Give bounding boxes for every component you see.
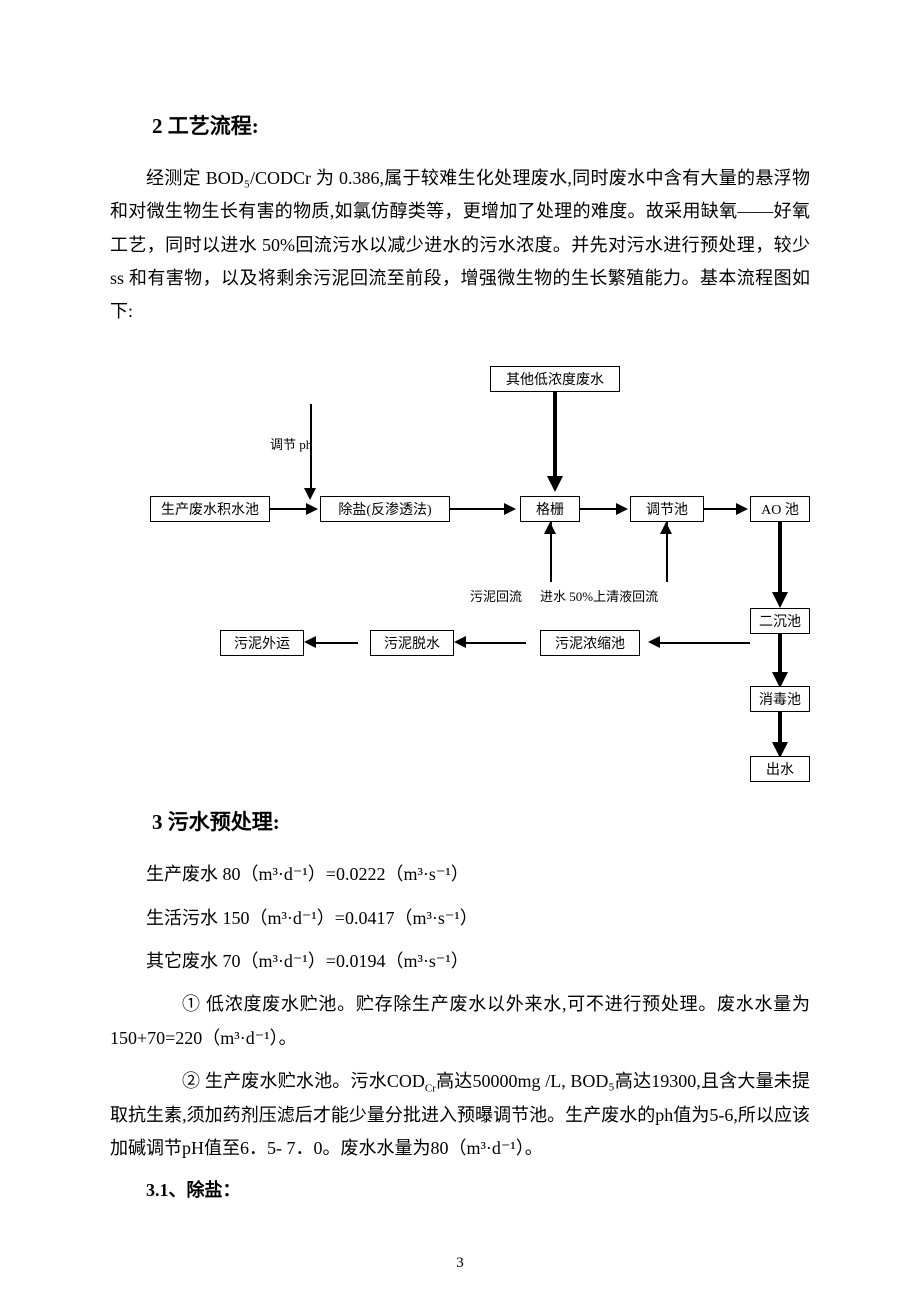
process-flowchart: 其他低浓度废水 调节 ph 生产废水积水池 除盐(反渗透法) 格栅 调节池 AO… (110, 346, 810, 786)
calc-line-1: 生产废水 80（m³·d⁻¹）=0.0222（m³·s⁻¹） (110, 858, 810, 891)
edge (580, 508, 618, 510)
edge (660, 642, 750, 644)
node-production-pool: 生产废水积水池 (150, 496, 270, 522)
node-adjustment-tank: 调节池 (630, 496, 704, 522)
node-outflow: 出水 (750, 756, 810, 782)
label-sludge-return: 污泥回流 (470, 586, 522, 605)
node-desalination: 除盐(反渗透法) (320, 496, 450, 522)
arrow-right-icon (616, 503, 628, 515)
arrow-right-icon (736, 503, 748, 515)
subscript-cr: Cr (425, 1083, 436, 1095)
calc-line-2: 生活污水 150（m³·d⁻¹）=0.0417（m³·s⁻¹） (110, 902, 810, 935)
edge (466, 642, 526, 644)
arrow-down-icon (772, 592, 788, 608)
edge (553, 392, 557, 478)
calc-line-3: 其它废水 70（m³·d⁻¹）=0.0194（m³·s⁻¹） (110, 945, 810, 978)
item-2: ② 生产废水贮水池。污水CODCr高达50000mg /L, BOD₅高达193… (110, 1065, 810, 1166)
arrow-up-icon (544, 522, 556, 534)
label-clear-return: 进水 50%上清液回流 (540, 586, 658, 605)
heading-2: 2 工艺流程: (110, 110, 810, 140)
arrow-left-icon (454, 636, 466, 648)
edge (778, 522, 782, 594)
edge (704, 508, 738, 510)
arrow-down-icon (547, 476, 563, 492)
arrow-right-icon (306, 503, 318, 515)
node-disinfection: 消毒池 (750, 686, 810, 712)
edge (778, 712, 782, 744)
paragraph-process: 经测定 BOD₅/CODCr 为 0.386,属于较难生化处理废水,同时废水中含… (110, 162, 810, 328)
arrow-left-icon (648, 636, 660, 648)
edge (778, 634, 782, 674)
edge (316, 642, 358, 644)
edge (270, 508, 308, 510)
node-sludge-out: 污泥外运 (220, 630, 304, 656)
subheading-3-1: 3.1、除盐： (110, 1176, 810, 1202)
page-number: 3 (0, 1255, 920, 1272)
item-2-part-a: ② 生产废水贮水池。污水COD (182, 1071, 425, 1091)
node-sludge-dewater: 污泥脱水 (370, 630, 454, 656)
arrow-up-icon (660, 522, 672, 534)
node-other-low-concentration: 其他低浓度废水 (490, 366, 620, 392)
page: 2 工艺流程: 经测定 BOD₅/CODCr 为 0.386,属于较难生化处理废… (0, 0, 920, 1302)
node-secondary-sedimentation: 二沉池 (750, 608, 810, 634)
arrow-down-icon (304, 488, 316, 500)
node-sludge-thicken: 污泥浓缩池 (540, 630, 640, 656)
edge (450, 508, 506, 510)
node-ao-pool: AO 池 (750, 496, 810, 522)
item-1: ① 低浓度废水贮池。贮存除生产废水以外来水,可不进行预处理。废水水量为150+7… (110, 988, 810, 1055)
heading-3: 3 污水预处理: (110, 806, 810, 836)
node-grid: 格栅 (520, 496, 580, 522)
label-adjust-ph: 调节 ph (270, 434, 312, 453)
arrow-left-icon (304, 636, 316, 648)
arrow-right-icon (504, 503, 516, 515)
